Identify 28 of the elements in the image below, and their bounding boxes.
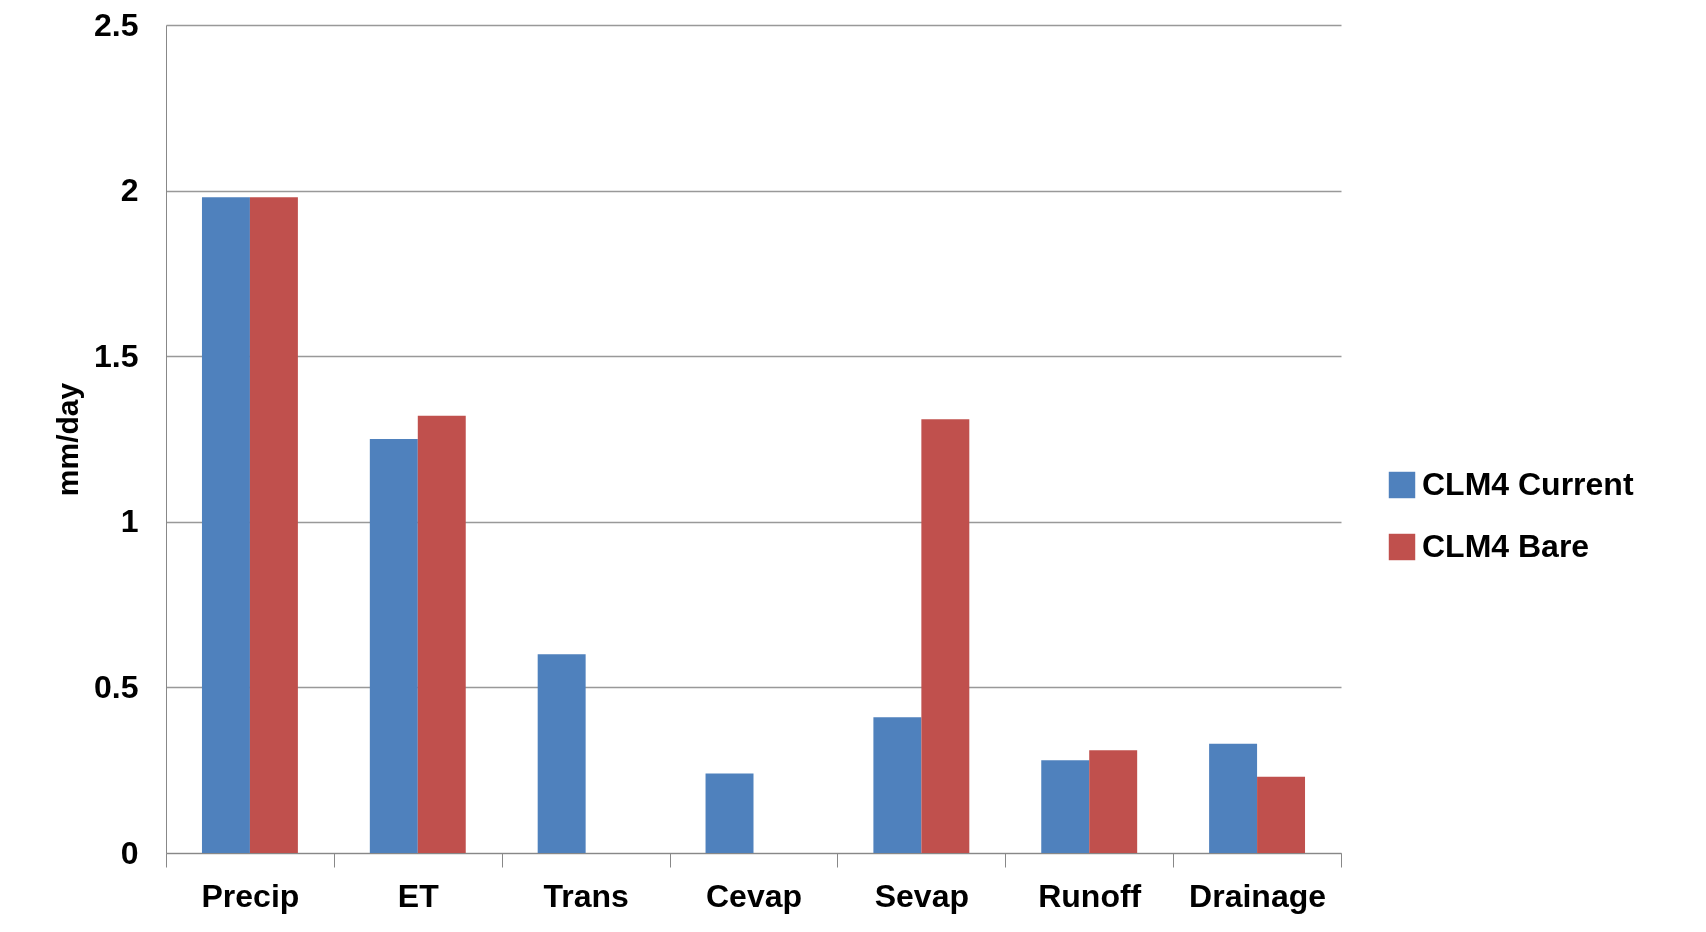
bar [705,773,754,853]
y-tick-label: 0.5 [94,668,139,705]
x-tick-label: Sevap [874,877,969,914]
x-tick-label: Drainage [1189,877,1327,914]
bar [921,419,970,853]
y-tick-label: 2.5 [94,6,139,43]
legend-label: CLM4 Bare [1422,528,1590,564]
bar [201,197,250,853]
x-tick-label: Trans [543,877,629,914]
bar [1257,776,1306,853]
bar [249,197,298,853]
bar [537,654,586,853]
x-tick-label: Runoff [1038,877,1142,914]
legend-label: CLM4 Current [1422,466,1634,502]
y-tick-label: 1 [120,503,139,540]
x-tick-label: Precip [201,877,300,914]
y-tick-label: 0 [120,834,139,871]
bar [417,415,466,853]
x-tick-label: ET [397,877,440,914]
bar [873,717,922,853]
y-tick-label: 2 [120,172,139,209]
bar [1041,760,1090,853]
bar [1089,750,1138,853]
x-tick-label: Cevap [705,877,803,914]
y-tick-label: 1.5 [94,337,139,374]
bar [369,439,418,853]
y-axis-title: mm/day [51,382,85,497]
bar [1209,743,1258,853]
